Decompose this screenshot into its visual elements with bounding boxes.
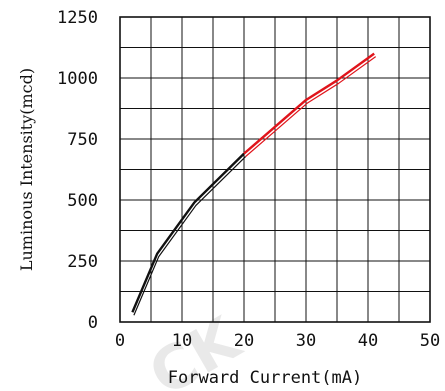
y-tick-label: 750 <box>67 130 98 150</box>
series-lines <box>131 52 377 316</box>
y-tick-label: 250 <box>67 252 98 272</box>
y-axis-label: Luminous Intensity(mcd) <box>17 68 36 271</box>
y-tick-label: 1000 <box>57 69 98 89</box>
y-tick-labels: 0 250 500 750 1000 1250 <box>57 8 98 333</box>
x-tick-label: 10 <box>172 331 192 351</box>
x-tick-label: 20 <box>234 331 254 351</box>
y-tick-label: 500 <box>67 191 98 211</box>
series-line-shadow <box>133 156 246 316</box>
series-line-shadow <box>245 56 377 158</box>
grid <box>120 17 430 322</box>
x-tick-label: 30 <box>296 331 316 351</box>
series-line-1 <box>131 152 245 313</box>
x-tick-label: 50 <box>420 331 440 351</box>
series-line-2 <box>243 52 375 155</box>
x-tick-labels: 0 10 20 30 40 50 <box>115 331 440 351</box>
x-tick-label: 0 <box>115 331 125 351</box>
x-axis-label: Forward Current(mA) <box>168 368 362 388</box>
y-tick-label: 1250 <box>57 8 98 28</box>
x-tick-label: 40 <box>358 331 378 351</box>
plot-frame <box>119 16 431 323</box>
y-tick-label: 0 <box>88 313 98 333</box>
